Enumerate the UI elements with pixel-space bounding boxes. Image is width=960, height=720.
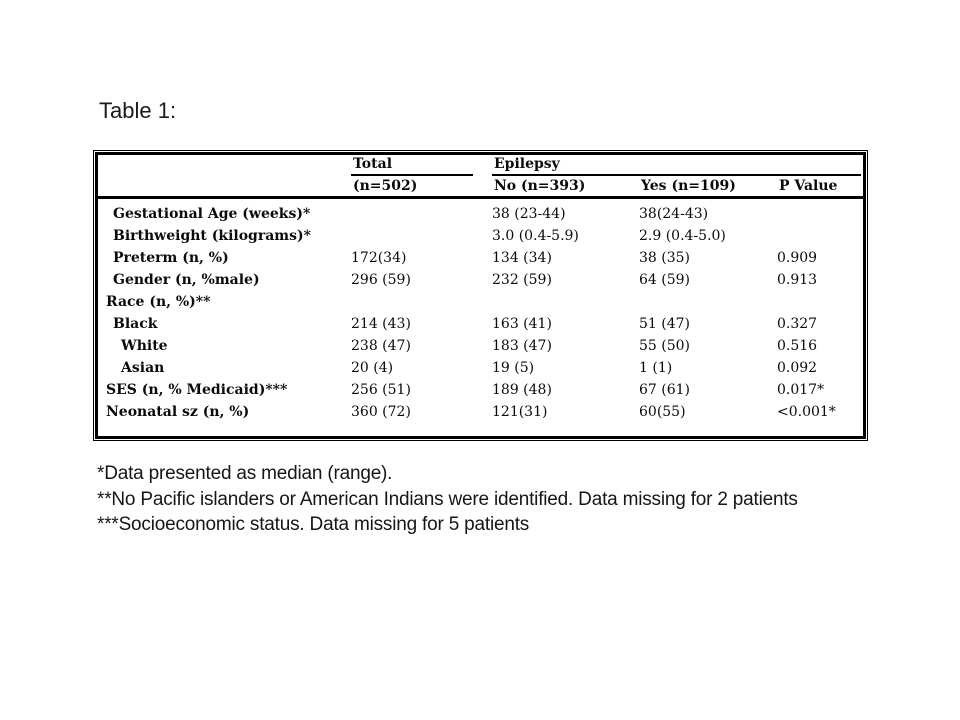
cell-total: 238 (47) [351,338,411,354]
column-header-yes: Yes (n=109) [639,176,777,199]
cell-no: 38 (23-44) [492,206,566,222]
cell-pvalue: 0.516 [777,338,818,354]
row-label: Gender (n, %male) [113,272,260,288]
header-empty-cell [98,176,351,199]
row-label: White [121,338,168,354]
cell-pvalue: 0.913 [777,272,818,288]
cell-total [351,225,492,247]
row-label: Neonatal sz (n, %) [106,404,250,420]
cell-no: 183 (47) [492,338,552,354]
row-label: SES (n, % Medicaid)*** [106,382,288,398]
table-row-race-white: White 238 (47) 183 (47) 55 (50) 0.516 [98,335,863,357]
row-label: Race (n, %)** [106,294,211,310]
cell-pvalue: 0.017* [777,382,825,398]
cell-total [351,203,492,225]
column-header-epilepsy: Epilepsy [492,155,863,176]
cell-total: 20 (4) [351,360,394,376]
header-empty-cell [98,155,351,176]
cell-yes: 38(24-43) [639,206,709,222]
cell-yes [639,291,777,313]
row-label: Black [113,316,158,332]
cell-pvalue: 0.327 [777,316,818,332]
cell-pvalue: 0.909 [777,250,818,266]
cell-no: 232 (59) [492,272,552,288]
demographics-table-frame: Total Epilepsy (n=502) No (n=393) Yes (n… [93,150,868,441]
cell-total: 214 (43) [351,316,411,332]
cell-yes: 38 (35) [639,250,691,266]
cell-yes: 51 (47) [639,316,691,332]
cell-no: 3.0 (0.4-5.9) [492,228,579,244]
table-row-race: Race (n, %)** [98,291,863,313]
cell-pvalue [777,291,863,313]
table-row-birthweight: Birthweight (kilograms)* 3.0 (0.4-5.9) 2… [98,225,863,247]
cell-total: 256 (51) [351,382,411,398]
table-row-race-asian: Asian 20 (4) 19 (5) 1 (1) 0.092 [98,357,863,379]
footnotes-block: *Data presented as median (range). **No … [97,461,897,538]
column-header-total: Total [351,155,492,176]
cell-total: 360 (72) [351,404,411,420]
footnote-race-missing: **No Pacific islanders or American India… [97,488,798,510]
table-row-gender: Gender (n, %male) 296 (59) 232 (59) 64 (… [98,269,863,291]
column-header-pvalue: P Value [777,176,864,199]
header-group-row: Total Epilepsy [98,155,863,176]
row-label: Asian [121,360,165,376]
cell-yes: 60(55) [639,404,686,420]
row-label: Birthweight (kilograms)* [113,228,311,244]
demographics-table: Total Epilepsy (n=502) No (n=393) Yes (n… [98,155,864,423]
table-row-ses: SES (n, % Medicaid)*** 256 (51) 189 (48)… [98,379,863,401]
table-row-gestational-age: Gestational Age (weeks)* 38 (23-44) 38(2… [98,203,863,225]
cell-yes: 67 (61) [639,382,691,398]
cell-yes: 1 (1) [639,360,673,376]
table-row-neonatal-sz: Neonatal sz (n, %) 360 (72) 121(31) 60(5… [98,401,863,423]
cell-no: 163 (41) [492,316,552,332]
cell-pvalue: <0.001* [777,404,836,420]
cell-no: 121(31) [492,404,548,420]
cell-pvalue [777,225,863,247]
footnote-ses-missing: ***Socioeconomic status. Data missing fo… [97,514,530,535]
row-label: Preterm (n, %) [113,250,229,266]
cell-total [351,291,492,313]
column-header-no: No (n=393) [492,176,639,199]
cell-yes: 2.9 (0.4-5.0) [639,228,726,244]
page-title: Table 1: [99,98,177,123]
cell-no [492,291,639,313]
cell-pvalue [777,203,863,225]
cell-total: 296 (59) [351,272,411,288]
cell-total: 172(34) [351,250,407,266]
cell-no: 19 (5) [492,360,535,376]
footnote-median-range: *Data presented as median (range). [97,463,393,484]
cell-no: 134 (34) [492,250,552,266]
cell-pvalue: 0.092 [777,360,818,376]
table-row-preterm: Preterm (n, %) 172(34) 134 (34) 38 (35) … [98,247,863,269]
cell-yes: 64 (59) [639,272,691,288]
table-row-race-black: Black 214 (43) 163 (41) 51 (47) 0.327 [98,313,863,335]
header-sub-row: (n=502) No (n=393) Yes (n=109) P Value [98,176,864,199]
row-label: Gestational Age (weeks)* [113,206,311,222]
cell-yes: 55 (50) [639,338,691,354]
column-header-n-total: (n=502) [351,176,492,199]
cell-no: 189 (48) [492,382,552,398]
